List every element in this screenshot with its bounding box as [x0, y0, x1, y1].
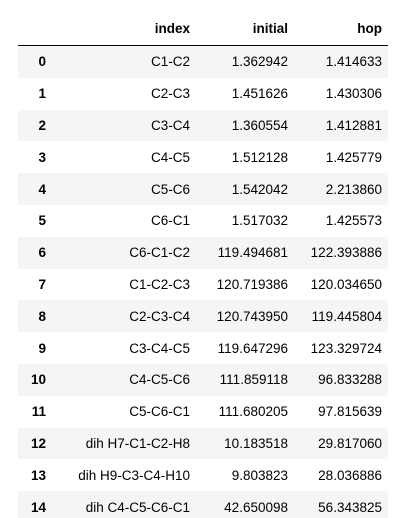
- cell-hop: 56.343825: [318, 499, 382, 515]
- cell-index: dih C4-C5-C6-C1: [85, 499, 190, 515]
- cell-initial: 120.743950: [216, 308, 288, 324]
- row-label: 5: [38, 213, 46, 229]
- cell-hop: 96.833288: [318, 372, 382, 388]
- table-row: 14 dih C4-C5-C6-C1 42.650098 56.343825: [18, 491, 388, 518]
- cell-hop: 1.425573: [325, 213, 382, 229]
- row-label: 1: [38, 86, 46, 102]
- table-row: 13 dih H9-C3-C4-H10 9.803823 28.036886: [18, 459, 388, 492]
- row-label: 0: [38, 54, 46, 70]
- cell-hop: 1.414633: [325, 54, 382, 70]
- row-label: 6: [38, 245, 46, 261]
- table-row: 2 C3-C4 1.360554 1.412881: [18, 109, 388, 142]
- row-label: 9: [38, 340, 46, 356]
- cell-index: dih H9-C3-C4-H10: [78, 467, 190, 483]
- table-row: 8 C2-C3-C4 120.743950 119.445804: [18, 300, 388, 333]
- header-initial: initial: [196, 12, 294, 46]
- table-row: 0 C1-C2 1.362942 1.414633: [18, 45, 388, 78]
- cell-hop: 1.425779: [325, 149, 382, 165]
- row-label: 3: [38, 149, 46, 165]
- cell-index: dih H7-C1-C2-H8: [85, 435, 190, 451]
- cell-initial: 1.362942: [231, 54, 288, 70]
- cell-index: C3-C4-C5: [129, 340, 190, 356]
- cell-hop: 28.036886: [318, 467, 382, 483]
- header-row: index initial hop: [18, 12, 388, 46]
- cell-index: C1-C2-C3: [129, 276, 190, 292]
- cell-hop: 2.213860: [325, 181, 382, 197]
- cell-hop: 120.034650: [310, 276, 382, 292]
- cell-initial: 119.647296: [217, 340, 288, 356]
- row-label: 7: [38, 276, 46, 292]
- cell-index: C6-C1-C2: [129, 245, 190, 261]
- table-row: 5 C6-C1 1.517032 1.425573: [18, 204, 388, 237]
- cell-hop: 1.412881: [325, 117, 382, 133]
- table-body: 0 C1-C2 1.362942 1.414633 1 C2-C3 1.4516…: [18, 45, 388, 518]
- table-row: 10 C4-C5-C6 111.859118 96.833288: [18, 363, 388, 396]
- cell-initial: 119.494681: [217, 245, 288, 261]
- table-row: 1 C2-C3 1.451626 1.430306: [18, 77, 388, 110]
- table-row: 4 C5-C6 1.542042 2.213860: [18, 173, 388, 205]
- cell-initial: 9.803823: [231, 467, 288, 483]
- cell-index: C2-C3-C4: [129, 308, 190, 324]
- cell-initial: 1.451626: [231, 86, 288, 102]
- cell-initial: 111.680205: [218, 404, 288, 420]
- table-row: 11 C5-C6-C1 111.680205 97.815639: [18, 395, 388, 428]
- row-label: 8: [38, 308, 46, 324]
- cell-initial: 1.517032: [231, 213, 288, 229]
- cell-initial: 1.360554: [231, 117, 288, 133]
- header-hop: hop: [294, 12, 388, 46]
- cell-hop: 29.817060: [318, 435, 382, 451]
- cell-initial: 1.542042: [231, 181, 288, 197]
- dataframe-table: index initial hop 0 C1-C2 1.362942 1.414…: [18, 12, 388, 518]
- cell-index: C4-C5-C6: [129, 372, 190, 388]
- cell-initial: 111.859118: [219, 372, 288, 388]
- header-row-index-blank: [18, 12, 50, 46]
- table-row: 3 C4-C5 1.512128 1.425779: [18, 141, 388, 174]
- cell-hop: 1.430306: [325, 86, 382, 102]
- header-index: index: [50, 12, 196, 46]
- row-label: 4: [38, 181, 46, 197]
- cell-hop: 97.815639: [318, 404, 382, 420]
- table-row: 6 C6-C1-C2 119.494681 122.393886: [18, 236, 388, 269]
- table-row: 9 C3-C4-C5 119.647296 123.329724: [18, 332, 388, 364]
- row-label: 12: [30, 435, 46, 451]
- row-label: 10: [30, 372, 46, 388]
- row-label: 14: [30, 499, 46, 515]
- table-row: 7 C1-C2-C3 120.719386 120.034650: [18, 268, 388, 301]
- cell-initial: 1.512128: [231, 149, 288, 165]
- cell-index: C4-C5: [150, 149, 190, 165]
- row-label: 13: [30, 467, 46, 483]
- table-row: 12 dih H7-C1-C2-H8 10.183518 29.817060: [18, 427, 388, 460]
- cell-initial: 10.183518: [224, 435, 288, 451]
- cell-index: C2-C3: [150, 86, 190, 102]
- cell-initial: 42.650098: [224, 499, 288, 515]
- row-label: 2: [38, 117, 46, 133]
- cell-index: C1-C2: [150, 54, 190, 70]
- cell-index: C5-C6: [150, 181, 190, 197]
- cell-index: C3-C4: [150, 117, 190, 133]
- cell-hop: 123.329724: [310, 340, 382, 356]
- row-label: 11: [31, 404, 46, 420]
- cell-hop: 119.445804: [311, 308, 382, 324]
- cell-hop: 122.393886: [310, 245, 382, 261]
- cell-initial: 120.719386: [216, 276, 288, 292]
- cell-index: C5-C6-C1: [129, 404, 190, 420]
- cell-index: C6-C1: [150, 213, 190, 229]
- table-header: index initial hop: [18, 12, 388, 46]
